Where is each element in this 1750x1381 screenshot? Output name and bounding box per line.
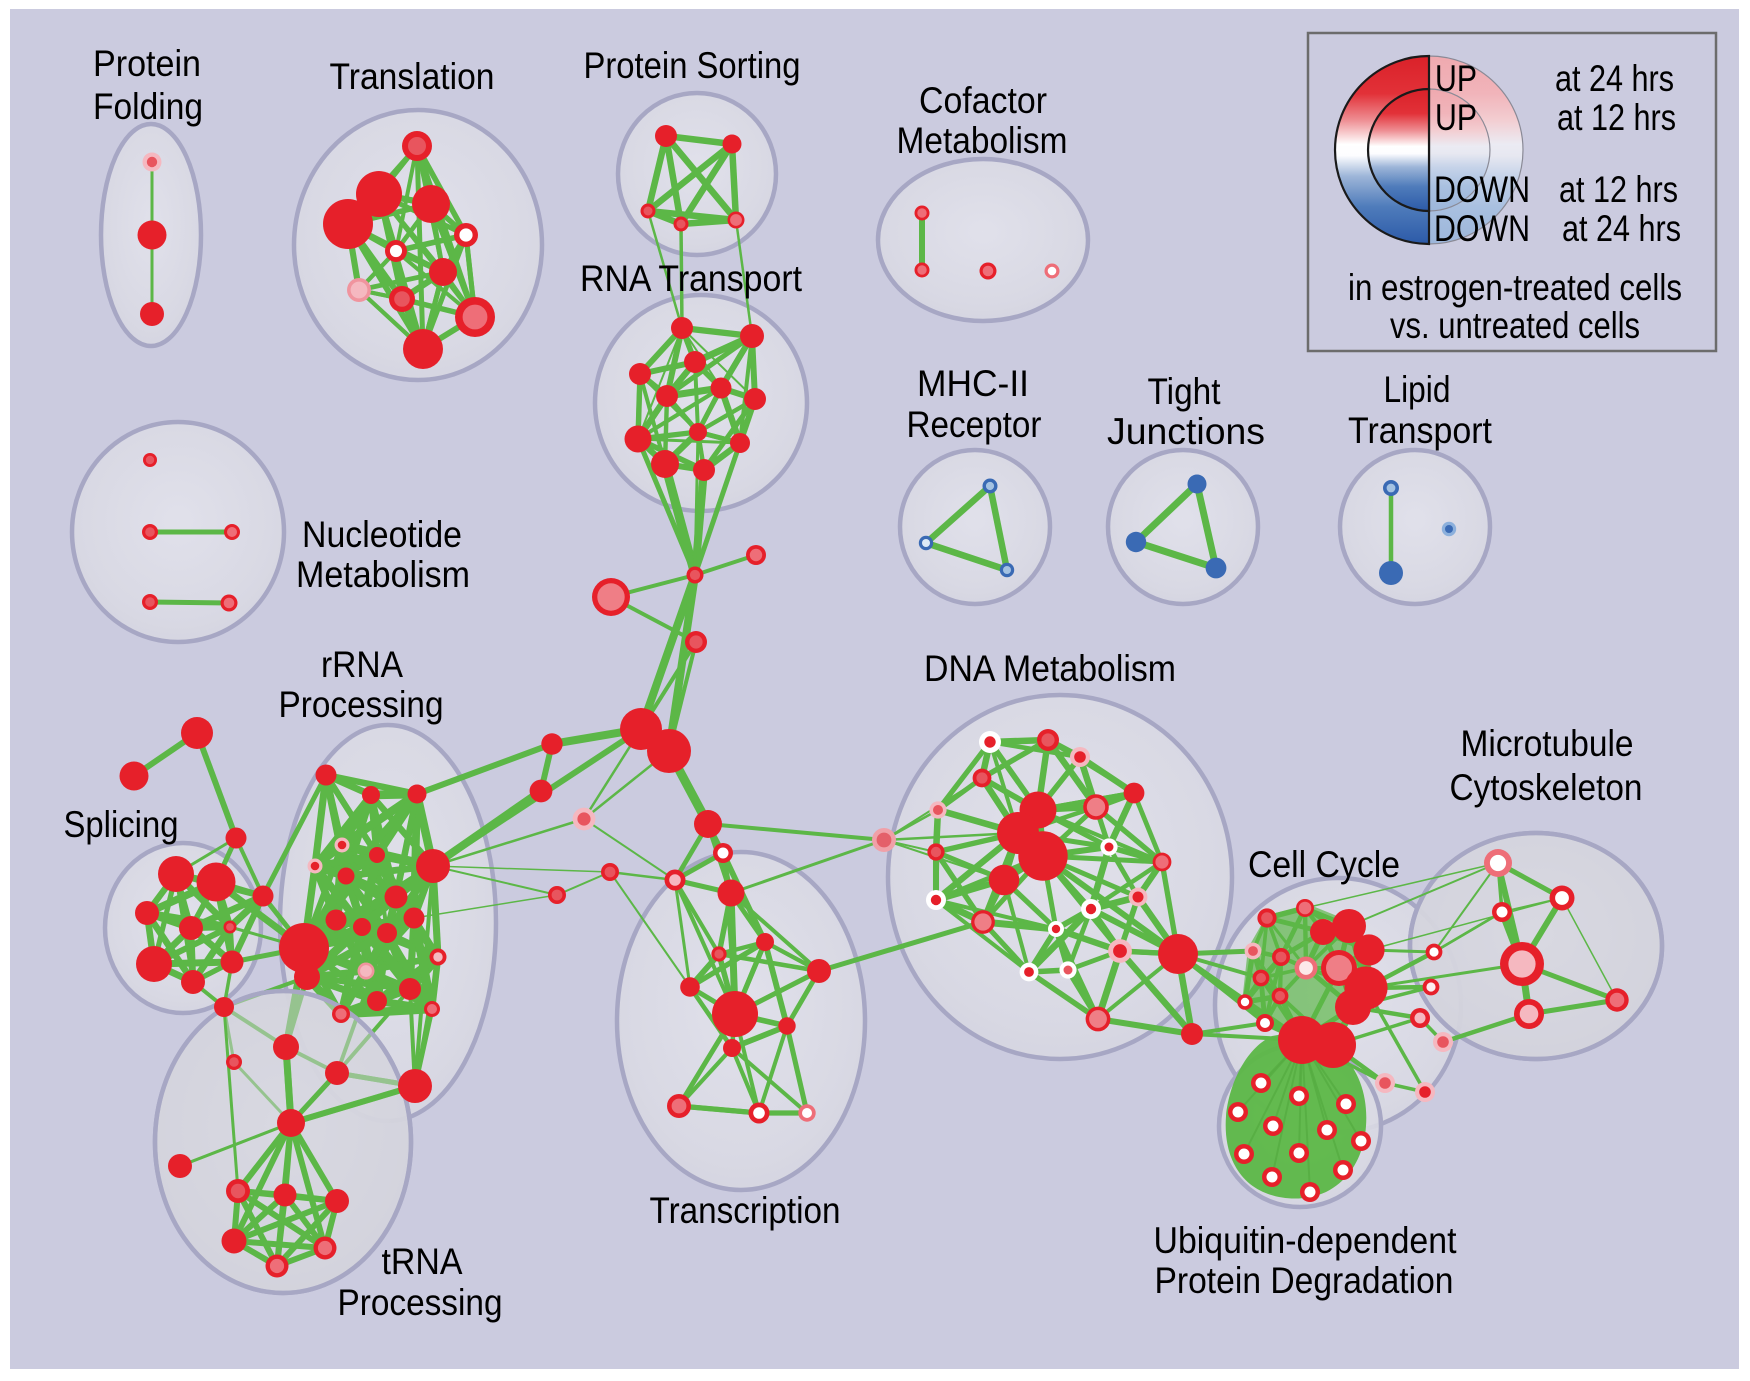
svg-text:RNA Transport: RNA Transport: [580, 258, 803, 299]
svg-text:Translation: Translation: [330, 56, 495, 97]
svg-text:UP: UP: [1435, 97, 1477, 138]
svg-text:Folding: Folding: [93, 86, 203, 127]
svg-text:Metabolism: Metabolism: [897, 120, 1068, 161]
svg-text:Tight: Tight: [1148, 371, 1222, 412]
svg-text:Cell Cycle: Cell Cycle: [1248, 844, 1400, 885]
svg-text:Protein: Protein: [93, 43, 201, 84]
svg-text:Processing: Processing: [279, 684, 444, 725]
svg-text:vs. untreated cells: vs. untreated cells: [1390, 305, 1640, 346]
svg-text:DOWN: DOWN: [1434, 169, 1530, 210]
svg-text:Microtubule: Microtubule: [1461, 723, 1634, 764]
svg-text:Lipid: Lipid: [1384, 369, 1451, 410]
svg-text:Protein Degradation: Protein Degradation: [1155, 1260, 1454, 1301]
svg-text:at 24 hrs: at 24 hrs: [1562, 208, 1681, 249]
svg-text:in estrogen-treated cells: in estrogen-treated cells: [1348, 267, 1682, 308]
svg-text:DNA Metabolism: DNA Metabolism: [924, 648, 1176, 689]
svg-text:rRNA: rRNA: [321, 644, 403, 685]
svg-text:Cofactor: Cofactor: [919, 80, 1047, 121]
svg-text:Transcription: Transcription: [650, 1190, 841, 1231]
svg-text:DOWN: DOWN: [1434, 208, 1530, 249]
svg-text:Ubiquitin-dependent: Ubiquitin-dependent: [1154, 1220, 1458, 1261]
svg-text:Splicing: Splicing: [64, 804, 179, 845]
svg-text:at 12 hrs: at 12 hrs: [1557, 97, 1676, 138]
svg-text:Junctions: Junctions: [1107, 411, 1265, 452]
svg-text:Transport: Transport: [1348, 410, 1493, 451]
svg-text:MHC-II: MHC-II: [917, 363, 1029, 404]
svg-text:at 24 hrs: at 24 hrs: [1555, 58, 1674, 99]
svg-text:UP: UP: [1435, 58, 1477, 99]
svg-text:Cytoskeleton: Cytoskeleton: [1450, 767, 1643, 808]
svg-text:Processing: Processing: [338, 1282, 503, 1323]
svg-text:Metabolism: Metabolism: [296, 554, 470, 595]
svg-text:Receptor: Receptor: [907, 404, 1042, 445]
svg-text:Protein Sorting: Protein Sorting: [584, 45, 801, 86]
svg-text:tRNA: tRNA: [382, 1241, 463, 1282]
svg-text:Nucleotide: Nucleotide: [302, 514, 462, 555]
svg-text:at 12 hrs: at 12 hrs: [1559, 169, 1678, 210]
